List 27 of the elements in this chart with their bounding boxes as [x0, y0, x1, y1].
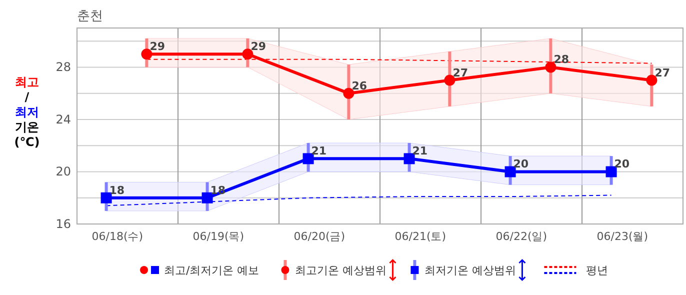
chart-title: 춘천	[77, 9, 103, 24]
data-label: 18	[109, 184, 125, 197]
x-tick-label: 06/20(금)	[294, 230, 346, 243]
x-tick-label: 06/22(일)	[496, 230, 548, 243]
data-label: 21	[412, 144, 428, 158]
data-label: 21	[311, 144, 327, 158]
text: 최고/최저기온 예보	[164, 264, 260, 277]
data-label: 26	[352, 79, 368, 92]
x-tick-label: 06/21(토)	[394, 230, 446, 243]
x-tick-label: 06/19(목)	[192, 230, 244, 243]
data-label: 20	[614, 158, 630, 171]
legend-label: 평년	[586, 264, 608, 277]
x-tick-label: 06/23(월)	[596, 230, 648, 243]
data-label: 29	[150, 40, 166, 54]
data-label: 29	[250, 40, 266, 54]
y-tick-label: 24	[56, 112, 71, 126]
x-tick-label: 06/18(수)	[92, 230, 144, 243]
data-label: 28	[554, 53, 570, 66]
data-label: 27	[654, 66, 670, 80]
y-axis-title: 최고 / 최저 기온 (℃)	[14, 75, 40, 149]
data-label: 27	[452, 66, 468, 80]
legend-label: 최고기온 예상범위	[295, 264, 387, 277]
data-label: 20	[513, 158, 529, 171]
y-tick-label: 16	[56, 217, 71, 231]
y-tick-label: 20	[56, 164, 71, 179]
legend-label: 최저기온 예상범위	[424, 264, 516, 277]
y-tick-label: 28	[56, 60, 71, 74]
